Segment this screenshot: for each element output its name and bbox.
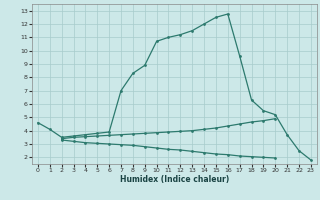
X-axis label: Humidex (Indice chaleur): Humidex (Indice chaleur) (120, 175, 229, 184)
